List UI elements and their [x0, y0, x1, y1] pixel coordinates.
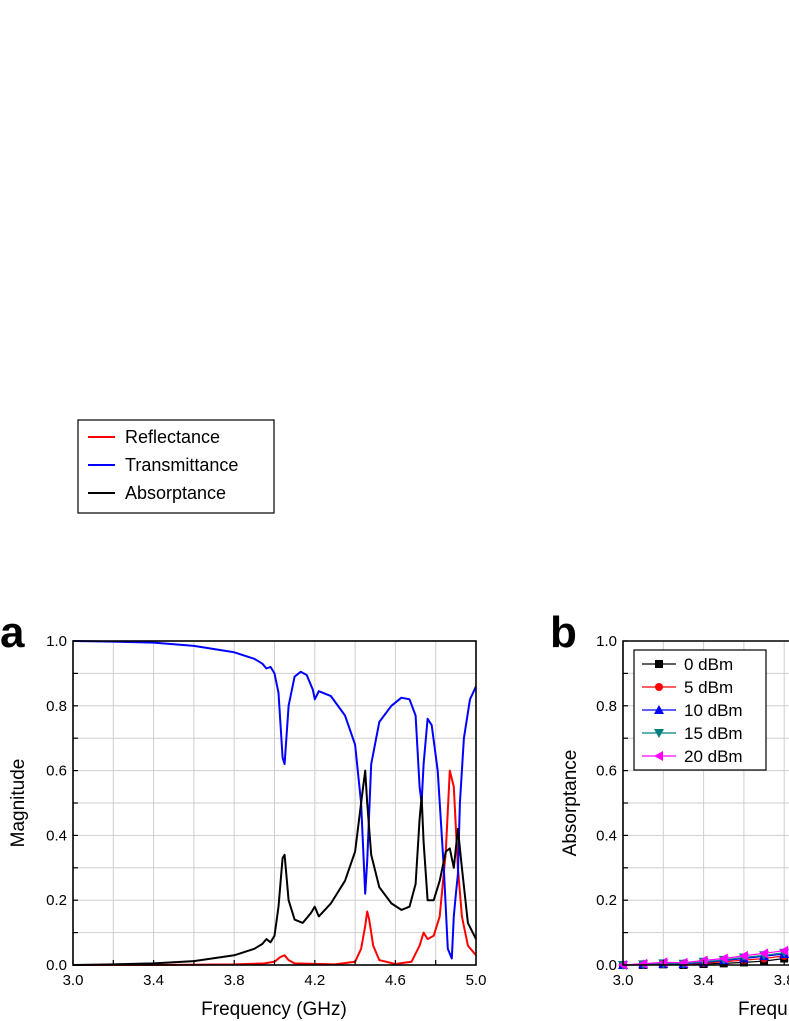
data-point	[718, 953, 728, 964]
legend-label: 10 dBm	[684, 701, 743, 720]
x-tick-label: 3.8	[224, 972, 245, 989]
panel-b-tick-labels: 3.0 3.4 3.8 0.0 0.2 0.4 0.6 0.8 1.0	[596, 633, 789, 989]
x-tick-label: 3.4	[143, 972, 164, 989]
y-tick-label: 0.4	[46, 827, 67, 844]
x-tick-label: 3.0	[63, 972, 84, 989]
panel-a-letter: a	[0, 608, 25, 657]
panel-a-tick-labels: 3.0 3.4 3.8 4.2 4.6 5.0 0.0 0.2 0.4 0.6 0.8 1.0	[46, 633, 486, 989]
panel-b-legend: 0 dBm 5 dBm 10 dBm 15 dBm 20 dBm	[633, 649, 767, 771]
legend-label: Transmittance	[125, 455, 238, 475]
series-line-reflectance	[73, 769, 477, 966]
y-tick-label: 1.0	[46, 633, 67, 650]
panel-b-y-axis-title: Absorptance	[560, 750, 581, 857]
panel-a-y-axis-title: Magnitude	[8, 759, 29, 848]
legend-marker	[654, 751, 663, 761]
legend-label: Absorptance	[125, 483, 226, 503]
legend-marker	[654, 705, 664, 714]
panel-a: a 3.0 3.4 3.8 4.2 4.6 5.0 0.0 0.2 0.4 0.6 0.8 1.0 F…	[0, 419, 486, 1020]
data-point	[779, 945, 789, 956]
x-tick-label: 3.0	[613, 972, 634, 989]
y-tick-label: 0.6	[596, 763, 617, 780]
series-line-transmittance	[72, 640, 477, 960]
x-tick-label: 5.0	[466, 972, 487, 989]
panel-a-legend: Reflectance Transmittance Absorptance	[77, 419, 275, 514]
y-tick-label: 0.6	[46, 763, 67, 780]
y-tick-label: 0.0	[596, 957, 617, 974]
legend-marker	[655, 660, 663, 668]
panel-a-ticks	[72, 640, 437, 966]
x-tick-label: 4.6	[385, 972, 406, 989]
legend-label: Reflectance	[125, 427, 220, 447]
panel-a-x-axis-title: Frequency (GHz)	[201, 999, 347, 1020]
x-tick-label: 3.4	[693, 972, 714, 989]
y-tick-label: 0.4	[596, 827, 617, 844]
y-tick-label: 0.2	[596, 892, 617, 909]
y-tick-label: 0.8	[46, 698, 67, 715]
legend-marker	[655, 683, 663, 691]
legend-label: 0 dBm	[684, 655, 733, 674]
legend-label: 15 dBm	[684, 724, 743, 743]
x-tick-label: 3.8	[774, 972, 789, 989]
data-point	[738, 950, 748, 961]
data-point	[638, 958, 648, 969]
series-line-absorptance	[72, 769, 477, 966]
panel-b-x-axis-title: Frequ	[738, 999, 788, 1020]
y-tick-label: 1.0	[596, 633, 617, 650]
legend-label: 5 dBm	[684, 678, 733, 697]
panel-a-series	[72, 640, 477, 966]
panel-b: b 3.0 3.4 3.8 0.0 0.2 0.4 0.6 0.8 1.0 Frequ Abso…	[550, 608, 789, 1020]
x-tick-label: 4.2	[304, 972, 325, 989]
y-tick-label: 0.0	[46, 957, 67, 974]
y-tick-label: 0.2	[46, 892, 67, 909]
y-tick-label: 0.8	[596, 698, 617, 715]
data-point	[759, 948, 769, 959]
panel-a-grid	[72, 640, 476, 966]
panel-b-letter: b	[550, 608, 577, 657]
legend-label: 20 dBm	[684, 747, 743, 766]
panel-b-ticks	[622, 640, 785, 966]
panel-a-legend-box	[77, 419, 275, 514]
legend-marker	[654, 729, 664, 738]
